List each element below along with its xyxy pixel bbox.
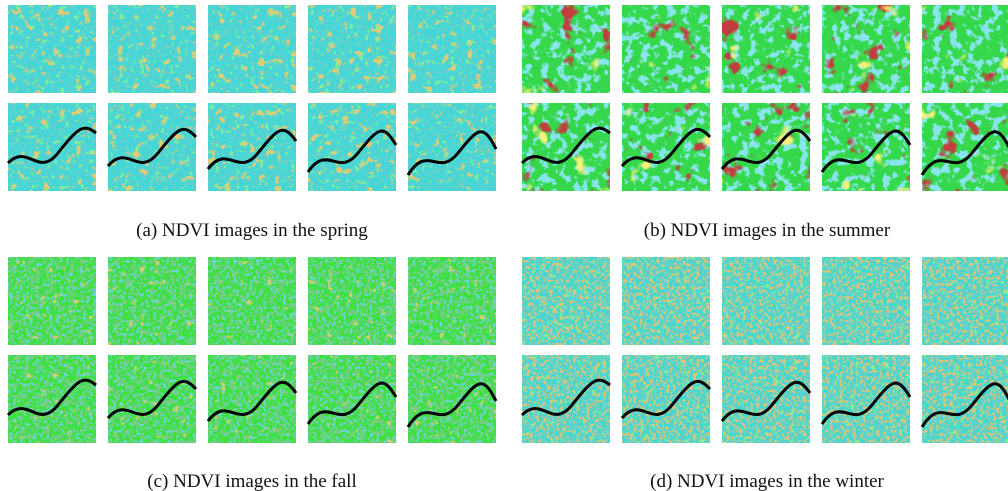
ndvi-image [108, 5, 196, 93]
tile-texture [208, 103, 296, 191]
ndvi-image [208, 103, 296, 191]
tile-texture [522, 355, 610, 443]
ndvi-image [522, 103, 610, 191]
tile-texture [308, 103, 396, 191]
tile-texture [522, 257, 610, 345]
ndvi-image [408, 103, 496, 191]
ndvi-image [522, 5, 610, 93]
ndvi-image [622, 257, 710, 345]
ndvi-image [922, 355, 1008, 443]
tile-texture [922, 257, 1008, 345]
tile-texture [108, 5, 196, 93]
ndvi-image [922, 103, 1008, 191]
tile-texture [822, 5, 910, 93]
tile-texture [822, 257, 910, 345]
ndvi-image [408, 257, 496, 345]
tile-texture [622, 5, 710, 93]
tile-texture [108, 257, 196, 345]
ndvi-image [622, 103, 710, 191]
ndvi-image [922, 257, 1008, 345]
ndvi-image [822, 5, 910, 93]
tile-texture [722, 257, 810, 345]
tile-texture [208, 355, 296, 443]
tile-texture [722, 103, 810, 191]
ndvi-image [408, 355, 496, 443]
tile-texture [822, 103, 910, 191]
ndvi-image [308, 103, 396, 191]
ndvi-image [822, 355, 910, 443]
tile-texture [8, 5, 96, 93]
ndvi-image [8, 257, 96, 345]
figure: (a) NDVI images in the spring (b) NDVI i… [0, 0, 1008, 491]
tile-texture [722, 355, 810, 443]
ndvi-image [722, 103, 810, 191]
tile-texture [308, 355, 396, 443]
tile-texture [522, 5, 610, 93]
tile-texture [408, 257, 496, 345]
ndvi-image [622, 5, 710, 93]
ndvi-image [8, 355, 96, 443]
caption: (b) NDVI images in the summer [644, 220, 891, 241]
ndvi-image [108, 103, 196, 191]
tile-texture [108, 103, 196, 191]
tile-texture [408, 5, 496, 93]
ndvi-image [108, 257, 196, 345]
caption: (d) NDVI images in the winter [650, 471, 884, 491]
ndvi-image [922, 5, 1008, 93]
tile-texture [922, 5, 1008, 93]
ndvi-image [822, 103, 910, 191]
ndvi-image [8, 103, 96, 191]
ndvi-image [822, 257, 910, 345]
tile-texture [622, 257, 710, 345]
ndvi-image [522, 355, 610, 443]
ndvi-image [208, 257, 296, 345]
ndvi-image [722, 5, 810, 93]
tile-texture [622, 103, 710, 191]
ndvi-image [108, 355, 196, 443]
caption: (a) NDVI images in the spring [136, 220, 368, 241]
tile-texture [8, 257, 96, 345]
tile-texture [208, 257, 296, 345]
tile-texture [722, 5, 810, 93]
tile-texture [922, 355, 1008, 443]
ndvi-image [522, 257, 610, 345]
ndvi-image [308, 5, 396, 93]
ndvi-image [208, 5, 296, 93]
ndvi-image [308, 355, 396, 443]
tile-texture [308, 5, 396, 93]
tile-texture [408, 103, 496, 191]
tile-texture [208, 5, 296, 93]
tile-texture [622, 355, 710, 443]
tile-texture [922, 103, 1008, 191]
tile-texture [408, 355, 496, 443]
ndvi-image [722, 355, 810, 443]
ndvi-image [622, 355, 710, 443]
tile-texture [8, 103, 96, 191]
ndvi-image [722, 257, 810, 345]
caption: (c) NDVI images in the fall [147, 471, 356, 491]
ndvi-image [308, 257, 396, 345]
tile-texture [308, 257, 396, 345]
tile-texture [108, 355, 196, 443]
ndvi-image [208, 355, 296, 443]
ndvi-image [408, 5, 496, 93]
tile-texture [8, 355, 96, 443]
tile-texture [822, 355, 910, 443]
tile-texture [522, 103, 610, 191]
ndvi-image [8, 5, 96, 93]
